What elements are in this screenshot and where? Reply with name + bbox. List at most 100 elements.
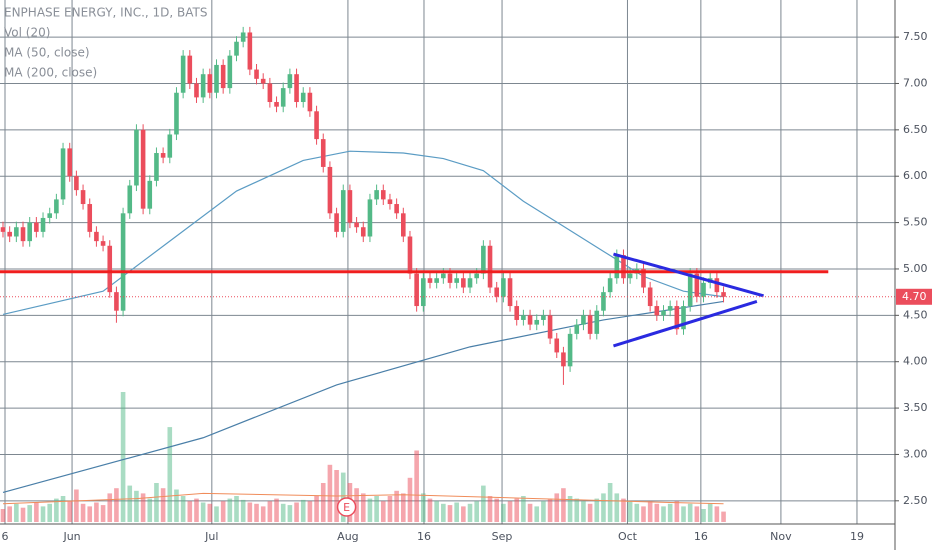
candle-body	[320, 139, 326, 167]
volume-bar	[294, 502, 299, 522]
earnings-label: E	[343, 501, 350, 514]
volume-bar	[194, 498, 199, 522]
candle-body	[234, 41, 239, 56]
candle-body	[107, 245, 113, 293]
candle-body	[240, 32, 246, 42]
volume-bar	[280, 503, 286, 522]
volume-bar	[427, 498, 433, 522]
volume-bar	[554, 493, 560, 522]
volume-bar	[307, 501, 313, 522]
x-tick-label: Sep	[492, 530, 513, 543]
candle-body	[360, 227, 366, 237]
candle-body	[207, 74, 213, 93]
volume-bar	[654, 503, 660, 522]
volume-bar	[200, 502, 206, 522]
candle-body	[581, 315, 586, 325]
candle-body	[621, 255, 626, 279]
candle-body	[647, 287, 653, 307]
x-tick-label: 19	[850, 530, 864, 543]
candle-body	[547, 315, 553, 339]
candle-body	[614, 255, 620, 279]
volume-bar	[387, 496, 393, 522]
candle-body	[20, 227, 26, 242]
y-tick-label: 6.00	[903, 169, 928, 182]
volume-bar	[27, 505, 32, 522]
volume-bar	[154, 483, 159, 522]
volume-bar	[227, 498, 233, 522]
volume-bar	[214, 506, 219, 522]
volume-bar	[180, 496, 186, 522]
candle-body	[67, 148, 73, 177]
candle-body	[661, 310, 666, 316]
y-tick-label: 7.50	[903, 30, 928, 43]
candle-body	[501, 278, 506, 297]
volume-bar	[494, 498, 500, 522]
volume-bar	[134, 490, 139, 522]
y-tick-label: 2.50	[903, 494, 928, 507]
volume-bar	[714, 506, 720, 522]
candle-body	[227, 55, 233, 89]
volume-bar	[274, 498, 279, 522]
volume-bar	[547, 498, 553, 522]
volume-bar	[561, 488, 566, 522]
candle-body	[681, 306, 686, 330]
candle-body	[167, 134, 173, 158]
y-tick-label: 3.50	[903, 401, 928, 414]
candle-body	[94, 231, 99, 242]
volume-bar	[47, 503, 53, 522]
x-tick-label: Jun	[62, 530, 80, 543]
candle-body	[434, 278, 439, 283]
candle-body	[414, 273, 419, 307]
volume-bar	[80, 503, 86, 522]
volume-bar	[160, 488, 166, 522]
volume-bar	[674, 501, 680, 522]
volume-bar	[320, 483, 326, 522]
volume-bar	[514, 498, 520, 522]
last-price-label: 4.70	[902, 290, 927, 303]
volume-pane	[0, 392, 726, 522]
candle-body	[701, 282, 706, 297]
candle-body	[214, 64, 219, 93]
volume-bar	[247, 502, 253, 522]
volume-bar	[40, 506, 46, 522]
volume-bar	[621, 498, 626, 522]
volume-bar	[34, 502, 39, 522]
x-tick-label: 16	[417, 530, 431, 543]
candle-body	[267, 83, 273, 103]
y-tick-label: 5.00	[903, 262, 928, 275]
volume-bar	[67, 501, 73, 522]
candle-body	[494, 287, 500, 297]
volume-bar	[507, 501, 513, 522]
legend-entry: Vol (20)	[4, 26, 50, 40]
candle-body	[641, 268, 646, 288]
volume-bar	[374, 496, 379, 522]
volume-bar	[260, 506, 266, 522]
last-price-tag	[896, 288, 932, 305]
candle-body	[607, 278, 613, 293]
volume-bar	[461, 506, 466, 522]
volume-bar	[681, 506, 686, 522]
volume-bar	[114, 488, 119, 522]
candle-body	[534, 319, 540, 325]
candle-body	[100, 241, 106, 246]
candle-body	[287, 74, 293, 89]
candle-body	[0, 227, 6, 232]
candle-body	[187, 55, 193, 84]
volume-bar	[454, 502, 459, 522]
candle-body	[521, 315, 526, 320]
volume-bar	[187, 501, 193, 522]
candle-body	[7, 231, 12, 237]
volume-bar	[127, 485, 133, 522]
candle-body	[561, 352, 566, 367]
volume-bar	[327, 464, 333, 522]
candle-body	[34, 222, 39, 232]
y-tick-label: 7.00	[903, 76, 928, 89]
volume-bar	[587, 503, 593, 522]
volume-bar	[441, 503, 446, 522]
volume-bar	[647, 501, 653, 522]
volume-bar	[207, 503, 213, 522]
volume-bar	[107, 493, 113, 522]
candle-body	[80, 190, 86, 205]
volume-bar	[434, 501, 439, 522]
volume-bar	[267, 501, 273, 522]
